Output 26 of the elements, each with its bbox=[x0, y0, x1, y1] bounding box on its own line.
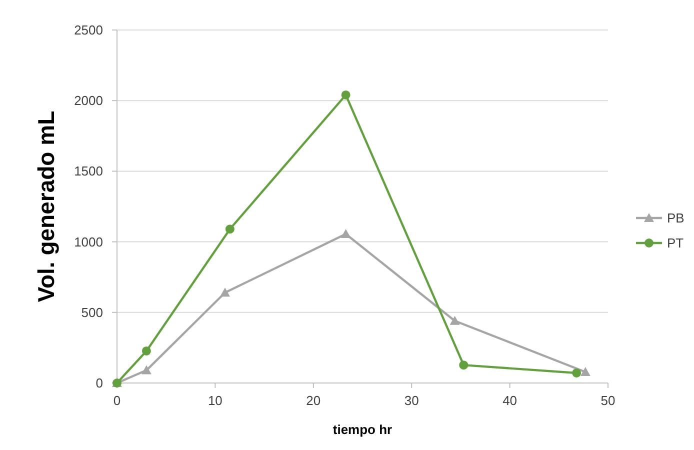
y-tick-label: 0 bbox=[96, 376, 103, 390]
point bbox=[341, 90, 350, 100]
point bbox=[220, 288, 230, 297]
x-tick-label: 10 bbox=[208, 393, 222, 408]
point bbox=[580, 366, 590, 376]
point bbox=[459, 360, 468, 370]
y-tick-label: 2000 bbox=[74, 93, 103, 108]
legend-label: PB bbox=[667, 210, 684, 226]
y-tick-label: 1500 bbox=[74, 164, 103, 179]
x-tick-label: 40 bbox=[502, 393, 518, 408]
legend-label: PT bbox=[667, 236, 684, 250]
point bbox=[141, 365, 152, 374]
x-tick-label: 50 bbox=[600, 393, 616, 408]
x-tick-label: 20 bbox=[306, 393, 321, 408]
x-axis-title: tiempo hr bbox=[332, 422, 392, 437]
point bbox=[572, 368, 582, 378]
point bbox=[450, 316, 460, 325]
point bbox=[142, 346, 151, 356]
x-tick-label: 30 bbox=[404, 393, 419, 408]
y-tick-label: 500 bbox=[81, 304, 103, 320]
y-tick-label: 1000 bbox=[74, 234, 103, 250]
point bbox=[340, 229, 351, 238]
y-axis-title: Vol. generado mL bbox=[33, 110, 59, 302]
point bbox=[225, 224, 234, 234]
x-tick-label: 0 bbox=[113, 393, 121, 408]
y-tick-label: 2500 bbox=[74, 22, 103, 38]
